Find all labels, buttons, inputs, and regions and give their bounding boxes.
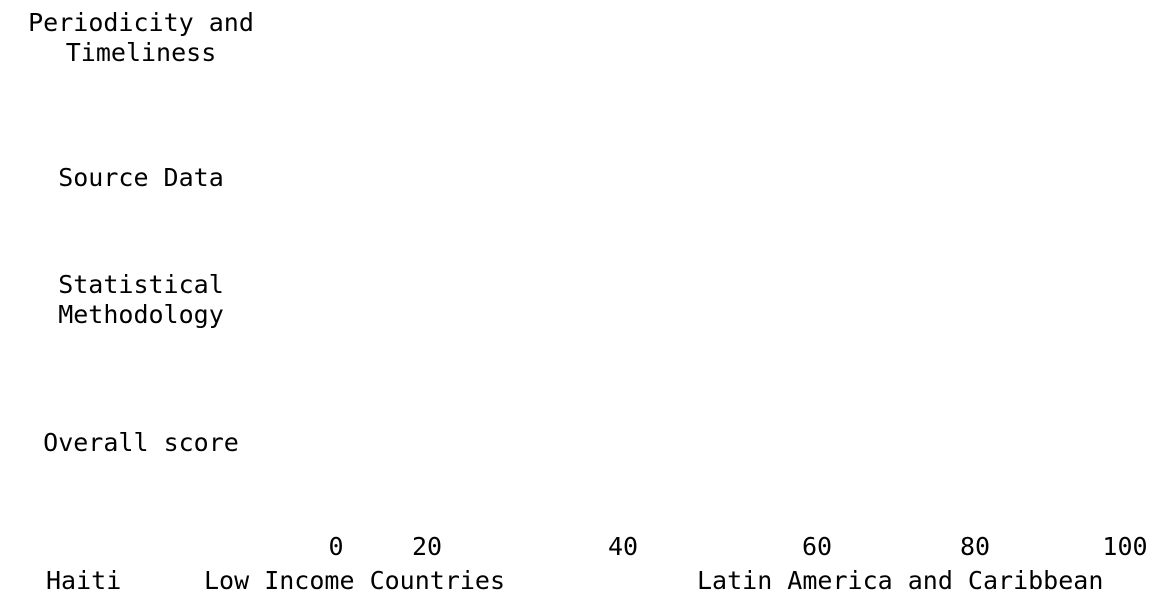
category-label: Source Data [10,163,272,193]
x-tick-label: 20 [411,532,443,561]
category-label-line: Statistical [58,270,224,299]
x-tick-label: 60 [801,532,833,561]
category-label: Overall score [10,428,272,458]
x-tick-label: 40 [607,532,639,561]
category-label-line: Overall score [43,428,239,457]
legend-item-haiti: Haiti [46,566,122,595]
x-tick-label: 80 [959,532,991,561]
category-label-line: Timeliness [65,38,217,67]
category-label: Periodicity and Timeliness [10,8,272,68]
legend-item-latin-america: Latin America and Caribbean [697,566,1104,595]
x-tick-label: 0 [328,532,344,561]
category-label-line: Periodicity and [28,8,254,37]
legend-item-low-income: Low Income Countries [204,566,506,595]
x-tick-label: 100 [1102,532,1148,561]
category-label-line: Source Data [58,163,224,192]
category-label: Statistical Methodology [10,270,272,330]
category-label-line: Methodology [58,300,224,329]
